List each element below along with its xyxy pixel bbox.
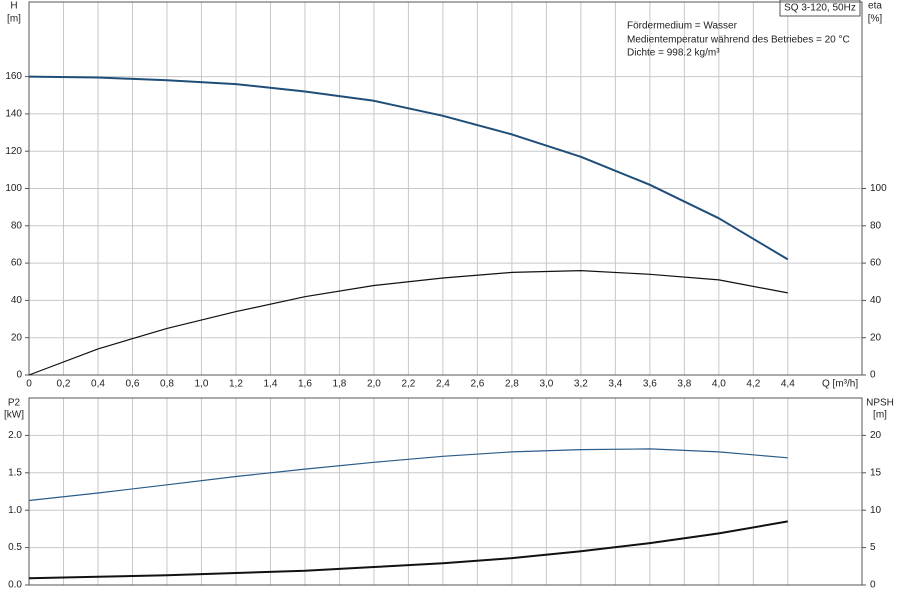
y2-tick-label: 100: [870, 183, 887, 194]
y2-tick-label: 15: [870, 467, 882, 478]
x-tick-label: 2,8: [505, 379, 519, 390]
y-tick-label: 1.0: [8, 505, 22, 516]
x-tick-label: 0: [26, 379, 32, 390]
y-tick-label: 20: [11, 332, 23, 343]
y-axis-unit: [m]: [7, 14, 21, 25]
y2-tick-label: 80: [870, 220, 882, 231]
plot-frame: [28, 397, 863, 586]
y2-axis-unit: [m]: [873, 410, 887, 421]
x-tick-label: 2,0: [367, 379, 381, 390]
y-axis-label: H: [10, 1, 17, 12]
y-tick-label: 60: [11, 258, 23, 269]
x-tick-label: 1,8: [332, 379, 346, 390]
x-tick-label: 2,6: [470, 379, 484, 390]
x-tick-label: 2,2: [401, 379, 415, 390]
plot-frame: [28, 1, 863, 376]
x-tick-label: 3,2: [574, 379, 588, 390]
y2-axis-label: NPSH: [866, 398, 894, 409]
y-tick-label: 0.5: [8, 542, 22, 553]
y-tick-label: 160: [5, 71, 22, 82]
x-tick-label: 4,2: [746, 379, 760, 390]
x-tick-label: 1,2: [229, 379, 243, 390]
annotation: Medientemperatur während des Betriebes =…: [627, 35, 850, 46]
annotation: Dichte = 998.2 kg/m³: [627, 48, 720, 59]
y2-tick-label: 10: [870, 505, 882, 516]
curve: [28, 270, 788, 376]
x-tick-label: 0,6: [126, 379, 140, 390]
y-axis-unit: [kW]: [4, 410, 24, 421]
x-tick-label: 0,8: [160, 379, 174, 390]
chart-title: SQ 3-120, 50Hz: [784, 3, 856, 14]
y-axis-label: P2: [8, 398, 21, 409]
y2-tick-label: 20: [870, 332, 882, 343]
y2-tick-label: 40: [870, 295, 882, 306]
y2-tick-label: 20: [870, 430, 882, 441]
x-tick-label: 3,6: [643, 379, 657, 390]
y2-tick-label: 0: [870, 370, 876, 381]
y-tick-label: 80: [11, 220, 23, 231]
y2-axis-unit: [%]: [868, 14, 883, 25]
y-tick-label: 40: [11, 295, 23, 306]
y2-tick-label: 0: [870, 580, 876, 591]
y-tick-label: 100: [5, 183, 22, 194]
y-tick-label: 140: [5, 109, 22, 120]
x-tick-label: 1,0: [195, 379, 209, 390]
annotation: Fördermedium = Wasser: [627, 21, 738, 32]
x-tick-label: 4,0: [712, 379, 726, 390]
x-tick-label: 2,4: [436, 379, 450, 390]
x-tick-label: 3,8: [677, 379, 691, 390]
y-tick-label: 0: [16, 370, 22, 381]
title-box: [779, 0, 861, 17]
x-tick-label: 3,0: [539, 379, 553, 390]
y-tick-label: 0.0: [8, 580, 22, 591]
y-tick-label: 2.0: [8, 430, 22, 441]
y2-tick-label: 5: [870, 542, 876, 553]
x-tick-label: 1,6: [298, 379, 312, 390]
y2-tick-label: 60: [870, 258, 882, 269]
x-axis-label: Q [m³/h]: [822, 379, 858, 390]
y-tick-label: 1.5: [8, 467, 22, 478]
curve: [28, 448, 788, 502]
x-tick-label: 0,2: [57, 379, 71, 390]
x-tick-label: 1,4: [263, 379, 277, 390]
curve: [28, 520, 788, 580]
x-tick-label: 4,4: [781, 379, 795, 390]
x-tick-label: 3,4: [608, 379, 622, 390]
x-tick-label: 0,4: [91, 379, 105, 390]
y2-axis-label: eta: [868, 1, 882, 12]
y-tick-label: 120: [5, 146, 22, 157]
curve: [28, 75, 789, 261]
